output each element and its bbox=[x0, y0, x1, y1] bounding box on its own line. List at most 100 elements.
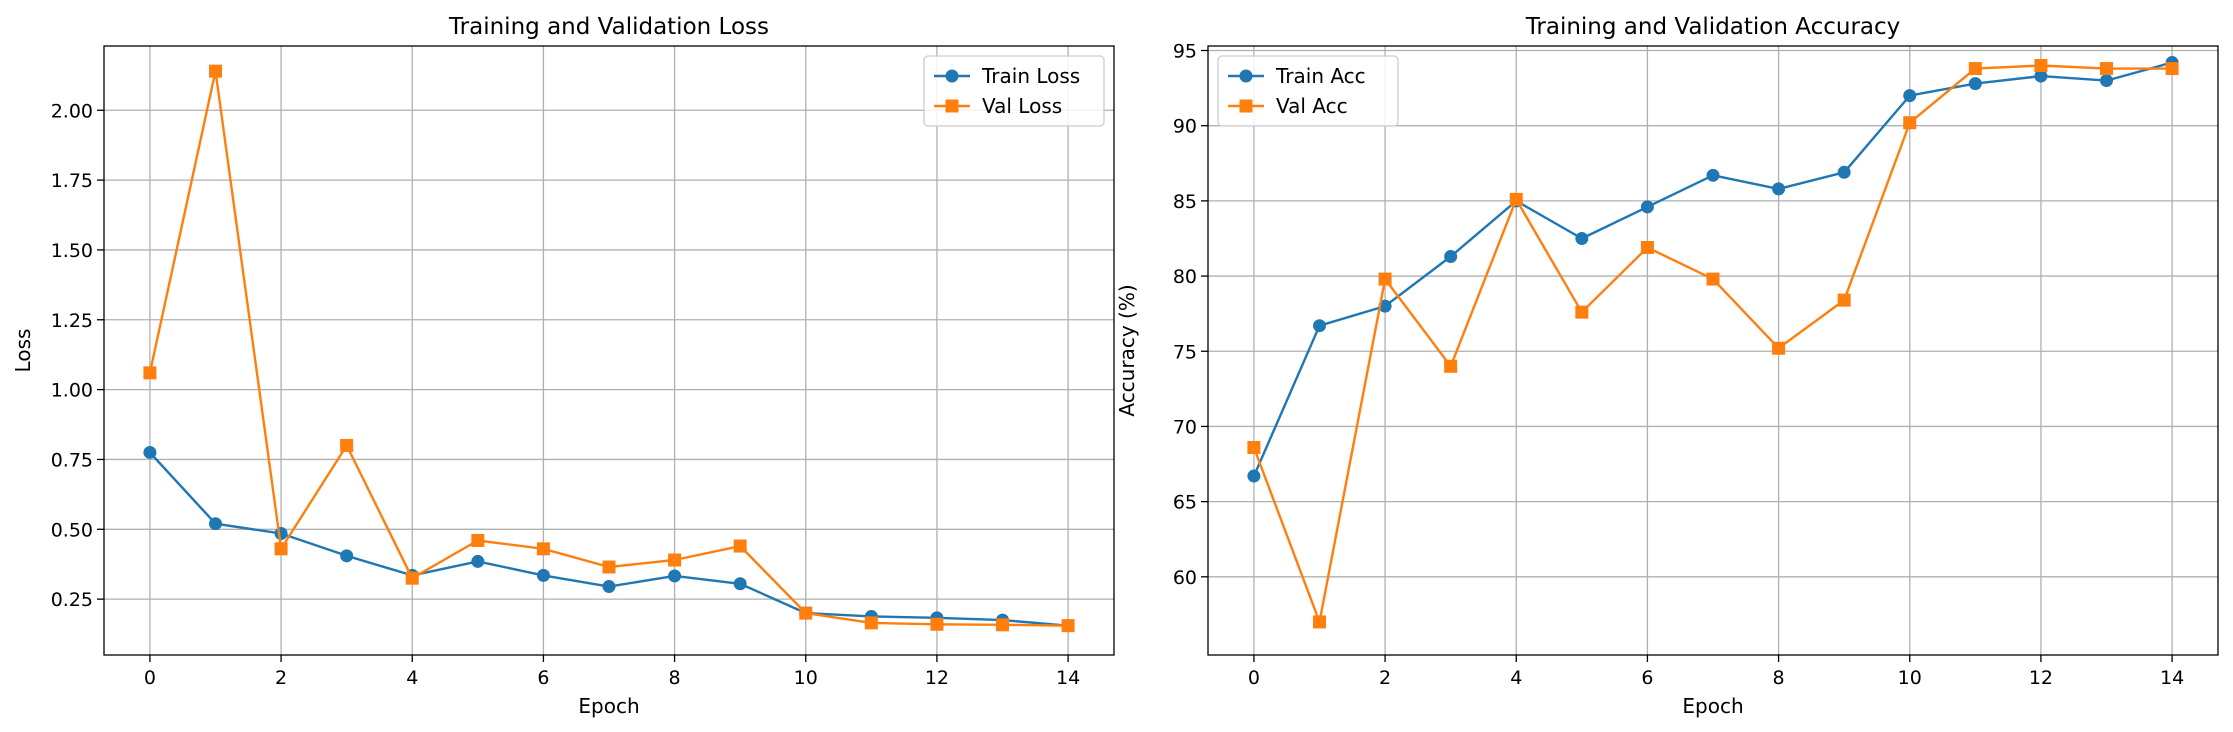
x-tick-label: 12 bbox=[2029, 667, 2053, 689]
data-point bbox=[1706, 272, 1720, 286]
data-point bbox=[208, 517, 222, 531]
x-tick-label: 2 bbox=[1379, 667, 1391, 689]
legend-label: Train Loss bbox=[981, 64, 1080, 88]
data-point bbox=[274, 542, 288, 556]
legend-marker bbox=[945, 69, 959, 83]
data-point bbox=[602, 560, 616, 574]
data-point bbox=[340, 549, 354, 563]
data-point bbox=[208, 64, 222, 78]
data-point bbox=[405, 571, 419, 585]
data-point bbox=[1772, 341, 1786, 355]
data-point bbox=[1509, 192, 1523, 206]
data-point bbox=[471, 533, 485, 547]
y-tick-label: 1.25 bbox=[51, 310, 93, 332]
y-tick-label: 80 bbox=[1173, 266, 1197, 288]
y-tick-label: 2.00 bbox=[51, 100, 93, 122]
data-point bbox=[2100, 62, 2114, 76]
data-point bbox=[1903, 116, 1917, 130]
data-point bbox=[1575, 231, 1589, 245]
data-point bbox=[668, 569, 682, 583]
data-point bbox=[2165, 62, 2179, 76]
data-point bbox=[2034, 69, 2048, 83]
y-tick-label: 1.00 bbox=[51, 380, 93, 402]
data-point bbox=[1837, 293, 1851, 307]
legend-label: Train Acc bbox=[1275, 64, 1366, 88]
y-tick-label: 70 bbox=[1173, 416, 1197, 438]
x-axis-label: Epoch bbox=[1682, 694, 1743, 718]
data-point bbox=[1837, 165, 1851, 179]
series-line-1 bbox=[1252, 64, 2173, 624]
data-point bbox=[2100, 74, 2114, 88]
data-point bbox=[1772, 182, 1786, 196]
legend-box bbox=[1217, 55, 1399, 127]
data-point bbox=[799, 606, 813, 620]
data-point bbox=[930, 617, 944, 631]
data-point bbox=[602, 580, 616, 594]
data-point bbox=[1061, 619, 1075, 633]
accuracy-chart: 0 2 4 6 8 10 12 14 60 65 70 75 80 85 90 95 Training and … bbox=[1115, 14, 2219, 718]
y-tick-label: 95 bbox=[1173, 41, 1197, 63]
data-point bbox=[1640, 200, 1654, 214]
legend-marker bbox=[1239, 99, 1253, 113]
axes-frame bbox=[103, 45, 1115, 656]
data-point bbox=[1312, 615, 1326, 629]
data-point bbox=[668, 553, 682, 567]
data-point bbox=[1444, 250, 1458, 264]
data-point bbox=[536, 542, 550, 556]
x-tick-label: 10 bbox=[794, 667, 818, 689]
data-point bbox=[1575, 305, 1589, 319]
data-point bbox=[1312, 319, 1326, 333]
data-point bbox=[274, 526, 288, 540]
legend-label: Val Acc bbox=[1276, 94, 1348, 118]
x-tick-label: 8 bbox=[669, 667, 681, 689]
y-tick-label: 0.75 bbox=[51, 449, 93, 471]
legend-box bbox=[923, 55, 1105, 127]
x-tick-label: 4 bbox=[406, 667, 418, 689]
data-point bbox=[1706, 168, 1720, 182]
data-point bbox=[1444, 359, 1458, 373]
data-point bbox=[733, 577, 747, 591]
data-point bbox=[1378, 299, 1392, 313]
y-tick-label: 1.75 bbox=[51, 170, 93, 192]
data-point bbox=[536, 568, 550, 582]
legend-label: Val Loss bbox=[982, 94, 1062, 118]
y-tick-label: 1.50 bbox=[51, 240, 93, 262]
legend-marker bbox=[945, 99, 959, 113]
x-axis-label: Epoch bbox=[578, 694, 639, 718]
series-line-1 bbox=[148, 69, 1069, 627]
chart-title: Training and Validation Loss bbox=[448, 14, 769, 40]
x-tick-label: 0 bbox=[144, 667, 156, 689]
legend-marker bbox=[1239, 69, 1253, 83]
data-point bbox=[143, 445, 157, 459]
data-point bbox=[1968, 62, 1982, 76]
x-tick-label: 6 bbox=[1641, 667, 1653, 689]
x-tick-label: 4 bbox=[1510, 667, 1522, 689]
chart-title: Training and Validation Accuracy bbox=[1525, 14, 1901, 40]
data-point bbox=[1247, 469, 1261, 483]
legend: Train Acc Val Acc bbox=[1217, 55, 1399, 127]
x-tick-label: 2 bbox=[275, 667, 287, 689]
data-point bbox=[143, 366, 157, 380]
y-tick-label: 65 bbox=[1173, 492, 1197, 514]
data-point bbox=[2034, 59, 2048, 73]
x-tick-label: 6 bbox=[537, 667, 549, 689]
y-axis-label: Loss bbox=[11, 329, 35, 373]
x-tick-label: 10 bbox=[1898, 667, 1922, 689]
data-point bbox=[1903, 89, 1917, 103]
data-point bbox=[471, 554, 485, 568]
loss-chart: 0 2 4 6 8 10 12 14 0.25 0.50 0.75 1.00 1.25 1.50 1.75 2… bbox=[11, 14, 1115, 718]
x-tick-label: 0 bbox=[1248, 667, 1260, 689]
x-tick-label: 14 bbox=[2160, 667, 2184, 689]
data-point bbox=[340, 438, 354, 452]
data-point bbox=[733, 539, 747, 553]
data-point bbox=[1640, 240, 1654, 254]
y-tick-label: 75 bbox=[1173, 341, 1197, 363]
y-axis-label: Accuracy (%) bbox=[1115, 284, 1139, 416]
x-tick-label: 12 bbox=[925, 667, 949, 689]
data-point bbox=[1968, 77, 1982, 91]
y-tick-label: 90 bbox=[1173, 116, 1197, 138]
x-tick-label: 8 bbox=[1773, 667, 1785, 689]
data-point bbox=[864, 616, 878, 630]
data-point bbox=[1378, 272, 1392, 286]
